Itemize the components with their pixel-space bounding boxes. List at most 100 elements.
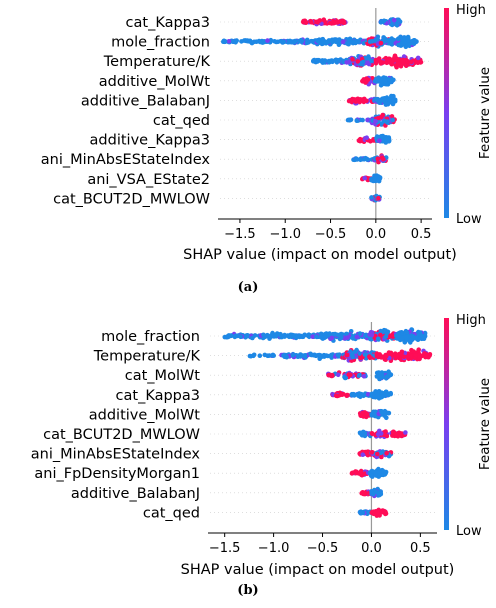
colorbar-label: Feature value <box>477 67 493 159</box>
shap-point <box>366 510 371 515</box>
shap-point <box>375 509 380 515</box>
shap-point <box>349 391 355 397</box>
shap-point <box>361 98 367 103</box>
feature-label: ani_FpDensityMorgan1 <box>34 466 200 482</box>
shap-point <box>310 334 316 340</box>
feature-label: ani_MinAbsEStateIndex <box>31 447 201 463</box>
shap-point <box>364 135 370 140</box>
shap-point <box>406 36 411 41</box>
shap-point <box>374 97 379 103</box>
shap-point <box>323 41 329 46</box>
beeswarm-row <box>357 428 408 440</box>
feature-label: Temperature/K <box>103 54 211 70</box>
shap-point <box>378 328 384 334</box>
shap-point <box>376 474 382 479</box>
shap-point <box>345 392 350 398</box>
x-tick-label: −0.5 <box>307 541 339 556</box>
shap-point <box>396 36 401 42</box>
shap-point <box>378 332 383 338</box>
shap-point <box>370 431 375 437</box>
shap-point <box>355 59 361 64</box>
shap-point <box>388 391 394 397</box>
shap-point <box>376 491 381 497</box>
feature-label: additive_BalabanJ <box>71 486 200 502</box>
shap-point <box>329 335 335 341</box>
shap-point <box>384 136 390 141</box>
shap-point <box>382 393 387 398</box>
shap-point <box>318 58 324 64</box>
shap-point <box>303 20 309 25</box>
shap-point <box>389 332 395 338</box>
shap-point <box>386 350 392 355</box>
shap-point <box>311 58 316 63</box>
x-tick-label: −1.5 <box>209 541 241 556</box>
shap-point <box>360 452 366 458</box>
beeswarm-row <box>349 466 389 479</box>
x-tick-label: 0.5 <box>410 541 431 556</box>
shap-panel-b: mole_fraction Temperature/K cat_MolWt cat_K… <box>31 313 493 578</box>
shap-point <box>381 469 386 475</box>
shap-point <box>250 335 255 341</box>
shap-point <box>375 393 380 399</box>
shap-point <box>338 391 344 397</box>
colorbar-high-label: High <box>456 313 486 328</box>
caption-b: (b) <box>237 583 259 598</box>
shap-point <box>377 371 383 377</box>
shap-point <box>417 355 422 360</box>
shap-point <box>383 140 389 145</box>
x-tick-label: 0.5 <box>411 227 432 242</box>
shap-point <box>403 44 409 50</box>
shap-point <box>378 450 384 456</box>
beeswarm-row <box>247 347 433 364</box>
shap-point <box>356 393 361 398</box>
shap-point <box>367 354 372 359</box>
x-tick-label: 0.0 <box>361 541 382 556</box>
beeswarm-row <box>326 369 394 382</box>
shap-point <box>396 42 401 48</box>
shap-point <box>342 20 347 26</box>
shap-point <box>357 372 362 378</box>
shap-point <box>379 410 385 415</box>
shap-point <box>400 36 406 42</box>
shap-point <box>245 333 250 338</box>
shap-point <box>300 353 306 358</box>
shap-point <box>246 39 252 44</box>
shap-point <box>376 352 381 358</box>
shap-point <box>375 156 381 161</box>
shap-point <box>330 20 336 26</box>
colorbar-low-label: Low <box>456 212 482 227</box>
shap-point <box>377 138 382 143</box>
shap-point <box>391 98 397 103</box>
shap-point <box>226 333 231 339</box>
shap-point <box>346 372 352 377</box>
shap-point <box>390 59 395 64</box>
shap-point <box>346 117 352 123</box>
feature-label: mole_fraction <box>101 329 200 345</box>
feature-label: Temperature/K <box>93 349 201 365</box>
shap-point <box>383 389 389 395</box>
shap-point <box>319 335 324 340</box>
beeswarm-row <box>360 173 383 184</box>
shap-panel-a: cat_Kappa3 mole_fraction Temperature/K addi… <box>41 3 493 263</box>
shap-point <box>349 98 355 103</box>
shap-point <box>357 97 363 102</box>
shap-point <box>258 39 263 45</box>
beeswarm-row <box>221 34 419 50</box>
shap-point <box>233 40 238 45</box>
shap-point <box>384 450 389 456</box>
shap-point <box>376 195 381 201</box>
shap-point <box>377 428 382 434</box>
feature-label: additive_MolWt <box>89 407 201 423</box>
shap-point <box>292 40 297 45</box>
shap-point <box>337 58 342 63</box>
shap-point <box>354 334 360 340</box>
shap-point <box>349 351 355 357</box>
shap-point <box>354 156 359 162</box>
shap-point <box>315 38 320 43</box>
shap-point <box>373 469 378 475</box>
shap-point <box>411 38 417 43</box>
shap-point <box>386 97 392 102</box>
shap-point <box>269 332 275 338</box>
shap-point <box>370 39 375 44</box>
shap-point <box>361 77 367 82</box>
